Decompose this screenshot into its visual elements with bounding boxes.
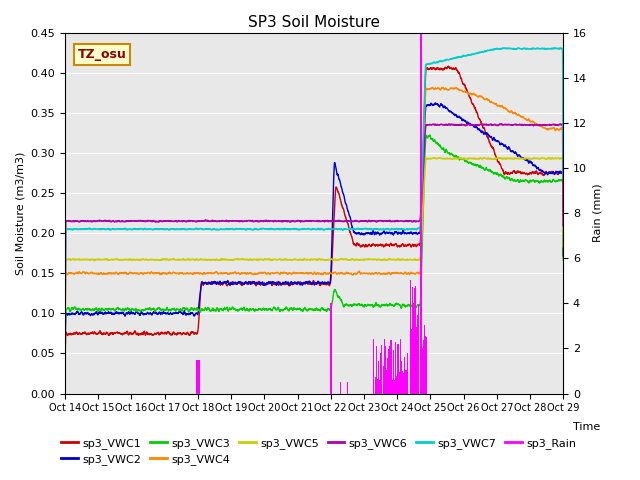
- Line: sp3_VWC7: sp3_VWC7: [65, 48, 563, 312]
- Text: Time: Time: [573, 422, 600, 432]
- Line: sp3_VWC3: sp3_VWC3: [65, 135, 563, 352]
- sp3_VWC6: [465, 121, 472, 127]
- sp3_VWC4: [148, 269, 156, 275]
- sp3_VWC1: [559, 253, 567, 259]
- Line: sp3_VWC2: sp3_VWC2: [65, 103, 563, 354]
- sp3_VWC1: [148, 331, 156, 336]
- sp3_VWC2: [431, 100, 439, 106]
- sp3_VWC2: [252, 280, 260, 286]
- sp3_VWC3: [496, 172, 504, 178]
- Legend: sp3_VWC1, sp3_VWC2, sp3_VWC3, sp3_VWC4, sp3_VWC5, sp3_VWC6, sp3_VWC7, sp3_Rain: sp3_VWC1, sp3_VWC2, sp3_VWC3, sp3_VWC4, …: [57, 433, 581, 469]
- sp3_VWC7: [515, 45, 522, 51]
- sp3_VWC4: [496, 103, 504, 108]
- sp3_VWC5: [496, 155, 504, 161]
- sp3_VWC4: [252, 272, 260, 277]
- Line: sp3_VWC5: sp3_VWC5: [65, 158, 563, 327]
- sp3_VWC4: [118, 270, 125, 276]
- sp3_VWC3: [550, 177, 557, 182]
- sp3_VWC7: [274, 226, 282, 232]
- Line: sp3_VWC1: sp3_VWC1: [65, 66, 563, 363]
- sp3_VWC2: [61, 351, 69, 357]
- sp3_VWC4: [274, 270, 282, 276]
- sp3_VWC7: [148, 226, 156, 232]
- sp3_VWC6: [148, 218, 156, 224]
- sp3_VWC3: [61, 349, 69, 355]
- sp3_VWC7: [61, 309, 69, 314]
- sp3_VWC2: [274, 279, 282, 285]
- sp3_VWC6: [118, 218, 125, 224]
- sp3_VWC5: [148, 257, 156, 263]
- sp3_VWC5: [252, 257, 260, 263]
- sp3_VWC6: [61, 304, 69, 310]
- Line: sp3_VWC4: sp3_VWC4: [65, 87, 563, 333]
- Y-axis label: Soil Moisture (m3/m3): Soil Moisture (m3/m3): [15, 151, 25, 275]
- sp3_VWC1: [252, 283, 260, 288]
- sp3_VWC6: [559, 223, 567, 228]
- Title: SP3 Soil Moisture: SP3 Soil Moisture: [248, 15, 380, 30]
- sp3_VWC6: [252, 218, 260, 224]
- sp3_VWC3: [118, 307, 125, 312]
- sp3_VWC3: [274, 306, 282, 312]
- sp3_VWC1: [274, 279, 282, 285]
- sp3_VWC2: [148, 312, 156, 317]
- sp3_VWC4: [550, 125, 557, 131]
- sp3_VWC5: [496, 155, 504, 161]
- sp3_VWC5: [550, 156, 557, 162]
- sp3_VWC3: [559, 257, 567, 263]
- sp3_VWC1: [118, 331, 125, 336]
- Y-axis label: Rain (mm): Rain (mm): [593, 184, 603, 242]
- sp3_VWC7: [559, 175, 567, 181]
- sp3_VWC3: [148, 307, 156, 312]
- sp3_VWC7: [118, 226, 125, 232]
- sp3_VWC2: [118, 310, 125, 315]
- sp3_VWC6: [550, 121, 557, 127]
- sp3_VWC6: [496, 121, 504, 127]
- sp3_VWC1: [496, 161, 504, 167]
- sp3_VWC2: [550, 170, 557, 176]
- sp3_VWC7: [252, 227, 260, 232]
- sp3_VWC4: [559, 226, 567, 231]
- sp3_VWC3: [426, 132, 434, 138]
- Text: TZ_osu: TZ_osu: [77, 48, 126, 61]
- sp3_VWC4: [61, 330, 69, 336]
- sp3_VWC5: [61, 324, 69, 330]
- sp3_VWC2: [496, 142, 504, 147]
- Line: sp3_VWC6: sp3_VWC6: [65, 124, 563, 307]
- sp3_VWC7: [496, 46, 504, 52]
- sp3_VWC6: [274, 218, 282, 224]
- sp3_VWC3: [252, 307, 260, 312]
- sp3_VWC2: [559, 253, 567, 259]
- sp3_VWC5: [274, 257, 282, 263]
- sp3_VWC1: [550, 170, 557, 176]
- sp3_VWC7: [550, 46, 557, 51]
- sp3_VWC1: [445, 63, 452, 69]
- sp3_VWC5: [559, 244, 567, 250]
- sp3_VWC1: [61, 360, 69, 366]
- sp3_VWC4: [429, 84, 436, 90]
- sp3_VWC5: [118, 257, 125, 263]
